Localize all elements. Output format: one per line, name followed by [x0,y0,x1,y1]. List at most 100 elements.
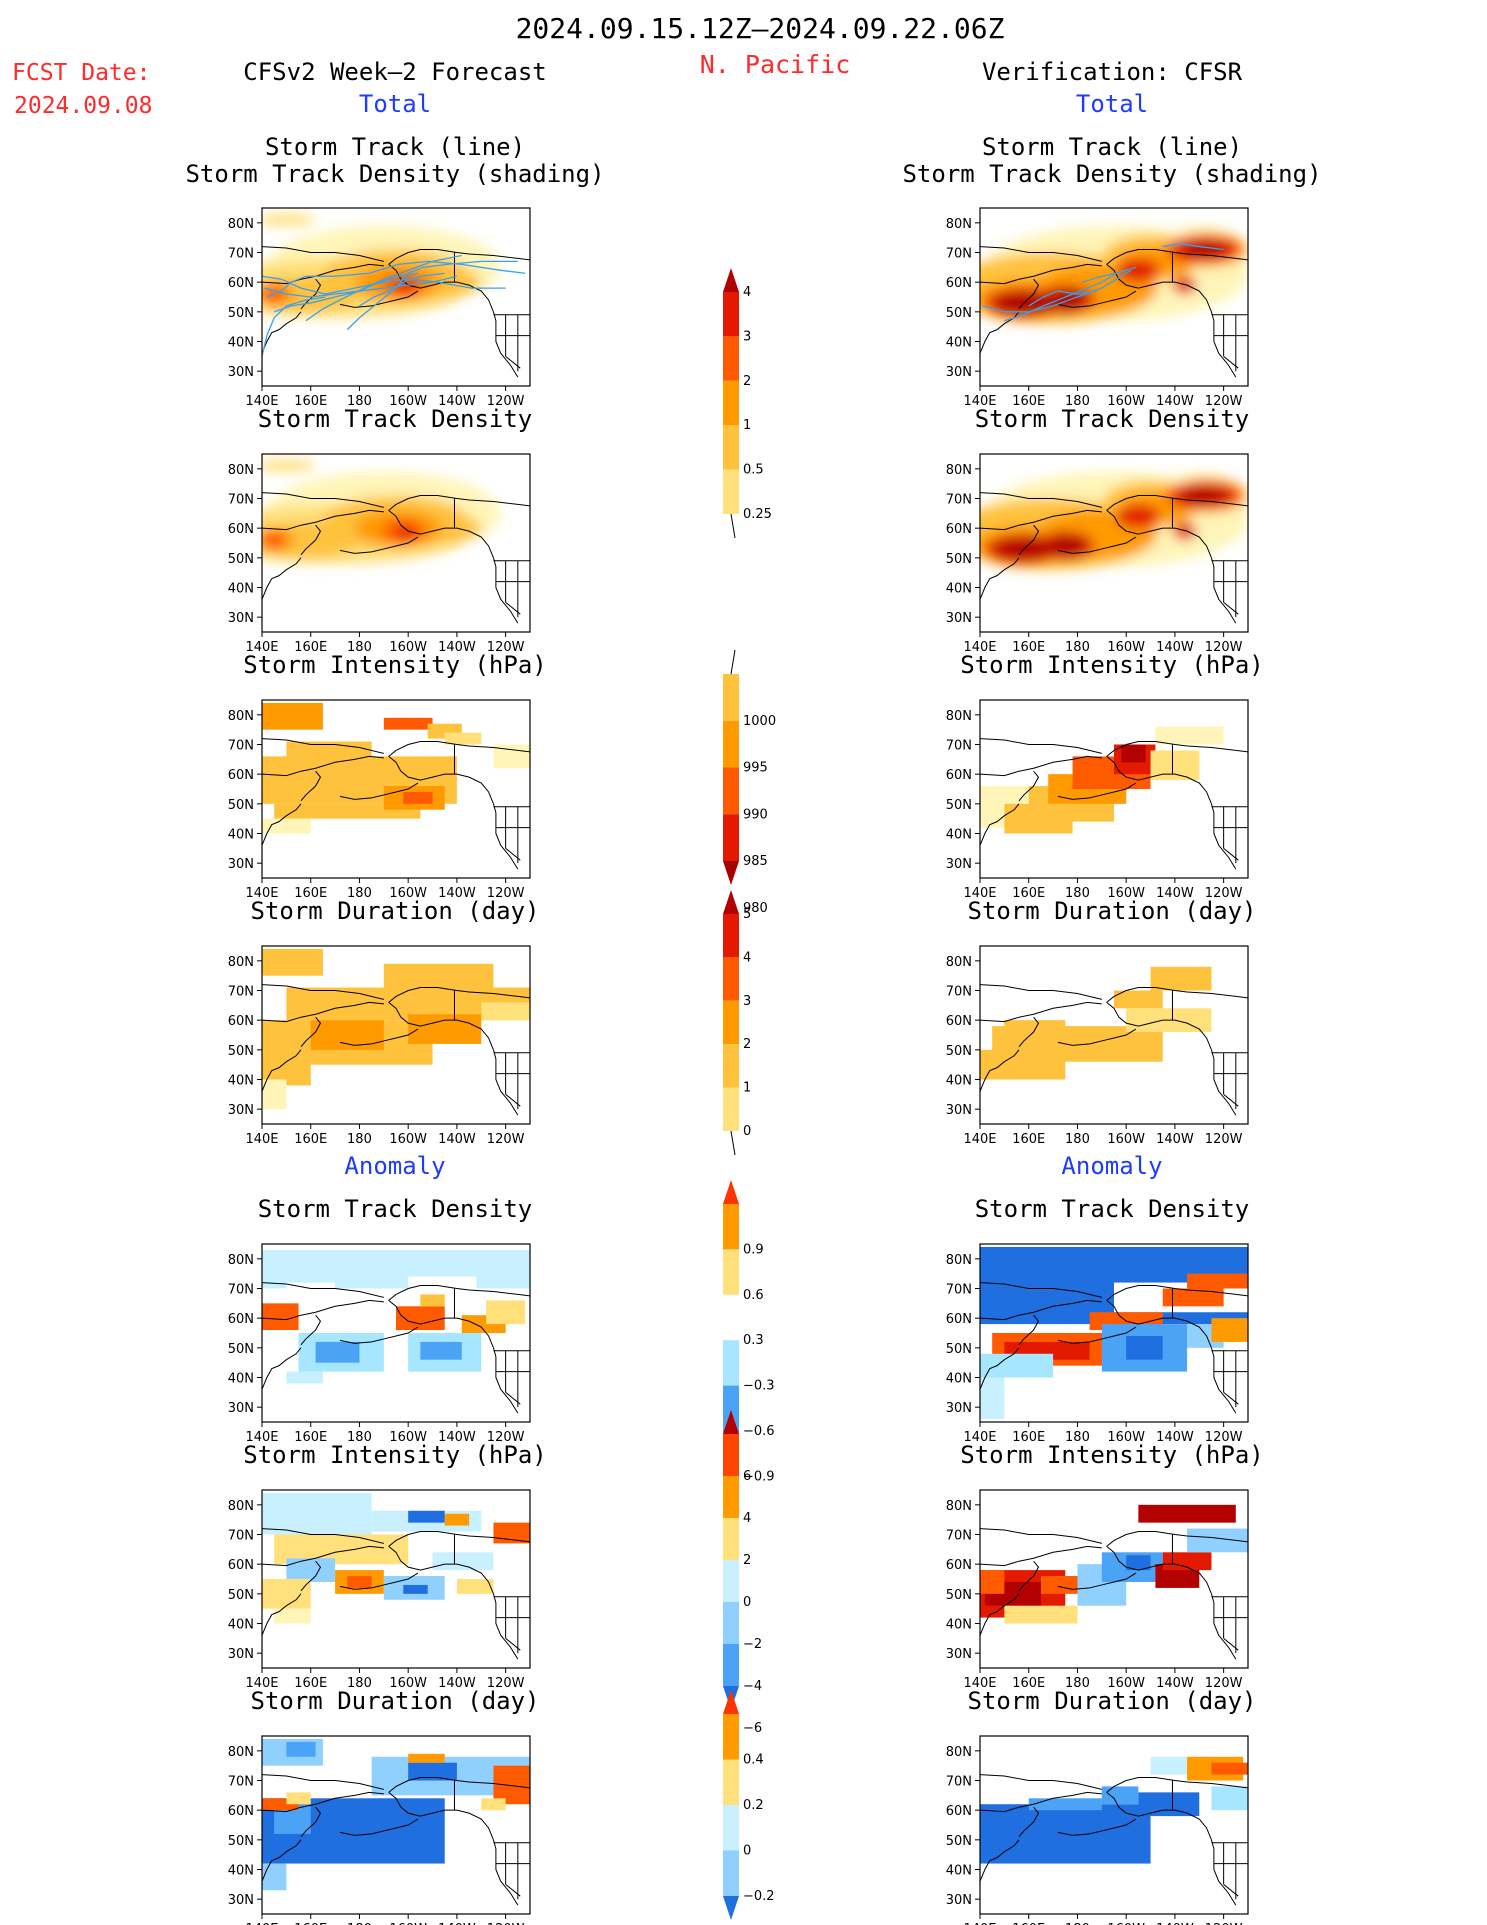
colorbar-total-duration-label-1: 1 [743,1081,751,1096]
left-p4-coast-3 [262,1049,302,1092]
right-p1-map: 140E 160E 180 160W 140W 120W 80N 70N 60N 50N 40N 30… [946,207,1249,409]
left-p4-lon-label-5: 120W [487,1132,525,1147]
right-p7-coast-5 [1106,1777,1248,1793]
left-p2-lat-label-0: 80N [228,463,254,478]
right-p5-cell-12 [1211,1318,1248,1342]
left-p7-cell-9 [493,1765,530,1805]
right-p1-lat-label-0: 80N [946,217,972,232]
colorbar-anom-duration-seg-3 [723,1850,739,1896]
left-p4-coast-2 [300,1016,322,1048]
left-p5-cell-3 [408,1276,477,1289]
left-p5-lon-label-3: 160W [389,1430,427,1445]
right-p1-coast-5 [1106,249,1248,265]
left-p1-coast-0 [262,246,384,262]
right-p5-coast-5 [1106,1285,1248,1301]
colorbars: 0.25 0.5 1 2 3 4 1000 995 990 985 980 0 1 2 3 4 5 0.9 0.6 0… [723,268,776,1920]
left-p5-lon-label-2: 180 [347,1430,372,1445]
right-p2-frame [979,453,1249,633]
left-p4-cell-0 [262,948,323,976]
colorbar-total-duration: 0 1 2 3 4 5 [723,890,751,1156]
left-p7-coast-4 [388,1791,494,1841]
right-p3-title: Storm Intensity (hPa) [960,651,1263,679]
left-p5-coast-7 [492,1347,519,1414]
colorbar-anom-duration-seg-1 [723,1759,739,1805]
right-p2-lat-label-3: 50N [946,552,972,567]
right-p1-shade-16 [1172,276,1197,295]
right-p6-lon-label-0: 140E [963,1676,996,1691]
right-p7-cell-6 [1211,1786,1248,1811]
left-p4-coastline [262,984,530,1116]
colorbar-anom-intensity-label-4: −2 [743,1637,762,1652]
left-p3-coast-1 [262,755,384,777]
left-p2-frame [261,453,531,633]
right-p5-lon-label-5: 120W [1205,1430,1243,1445]
colorbar-anom-intensity-label-2: 2 [743,1553,751,1568]
right-p3-coast-3 [980,803,1020,846]
map-panels: 140E 160E 180 160W 140W 120W80N70N60N50N40N30… [228,207,1249,1925]
left-p3-coast-5 [388,741,530,757]
left-p5-lat-label-1: 70N [228,1283,254,1298]
colorbar-anom-duration-bottom-arrow [723,1896,739,1920]
colorbar-total-intensity-label-1: 995 [743,761,768,776]
right-p7-title: Storm Duration (day) [968,1687,1257,1715]
left-anomaly-label: Anomaly [344,1152,445,1180]
left-p3-cell-5 [274,803,421,819]
right-p7-lat-label-5: 30N [946,1893,972,1908]
right-p3-lon-label-5: 120W [1205,886,1243,901]
colorbar-anom-density-label-2: 0.3 [743,1333,764,1348]
left-p1-lat-label-1: 70N [228,247,254,262]
colorbar-total-density: 0.25 0.5 1 2 3 4 [723,268,772,539]
left-p5-coast-5 [388,1285,530,1301]
right-p5-frame [979,1243,1249,1423]
right-p5-lat-label-1: 70N [946,1283,972,1298]
right-p2-coast-1 [980,509,1102,531]
left-p4-lat-label-4: 40N [228,1074,254,1089]
left-p6-coast-1 [262,1545,384,1567]
colorbar-total-duration-label-3: 3 [743,994,751,1009]
left-p5-lat-label-3: 50N [228,1342,254,1357]
colorbar-total-intensity-label-3: 985 [743,854,768,869]
right-p6-lon-label-5: 120W [1205,1676,1243,1691]
right-p1-track-4 [1028,290,1098,307]
right-p1-tracks [982,242,1224,322]
left-p2-lat-label-2: 60N [228,522,254,537]
left-p7-coast-0 [262,1774,384,1790]
left-p1-lat-label-4: 40N [228,336,254,351]
colorbar-anom-intensity-seg-4 [723,1602,739,1644]
left-p3-coast-0 [262,738,384,754]
right-p5-cell-11 [980,1377,1005,1420]
right-p5-coastline [980,1282,1248,1414]
colorbar-anom-duration-label-1: 0.2 [743,1798,764,1813]
left-p5-lat-label-4: 40N [228,1372,254,1387]
left-p5-coast-6 [339,1326,419,1344]
right-p7-map: 140E 160E 180 160W 140W 120W 80N 70N 60N 50N 40N 30… [946,1735,1249,1925]
right-p6-lon-label-2: 180 [1065,1676,1090,1691]
right-p2-coast-6 [1057,536,1137,554]
right-p4-coast-1 [980,1001,1102,1023]
right-p7-coast-1 [980,1791,1102,1813]
right-p3-lat-label-3: 50N [946,798,972,813]
right-p5-cell-3 [1187,1273,1248,1289]
right-p2-lon-label-5: 120W [1205,640,1243,655]
left-p6-lat-label-2: 60N [228,1558,254,1573]
left-p4-lat-label-2: 60N [228,1014,254,1029]
left-p3-lat-label-5: 30N [228,857,254,872]
right-p3-lon-label-4: 140W [1156,886,1194,901]
right-p6-cell-8 [1138,1504,1236,1523]
right-p4-coast-4 [1106,1001,1212,1051]
left-p1-map: 140E 160E 180 160W 140W 120W 80N 70N 60N 50N 40N 30… [228,207,531,409]
right-p2-lon-label-0: 140E [963,640,996,655]
left-p7-frame [261,1735,531,1915]
right-p3-lat-label-4: 40N [946,828,972,843]
right-p5-cell-9 [980,1353,1054,1378]
colorbar-anom-intensity-label-5: −4 [743,1679,762,1694]
left-p4-lon-label-0: 140E [245,1132,278,1147]
right-p5-map: 140E 160E 180 160W 140W 120W 80N 70N 60N 50N 40N 30… [946,1243,1249,1445]
left-p6-map: 140E 160E 180 160W 140W 120W 80N 70N 60N 50N 40N 30… [228,1489,531,1691]
left-p4-title: Storm Duration (day) [251,897,540,925]
colorbar-anom-intensity-seg-0 [723,1434,739,1476]
colorbar-anom-density-top-arrow [723,1180,739,1204]
left-p4-lon-label-1: 160E [294,1132,327,1147]
right-p6-coast-3 [980,1593,1020,1636]
